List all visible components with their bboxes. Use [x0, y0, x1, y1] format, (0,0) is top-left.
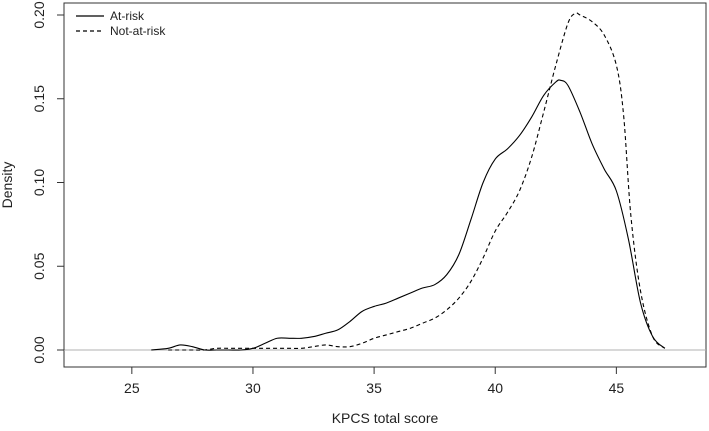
x-tick-label: 40: [487, 380, 503, 396]
y-tick-label: 0.20: [31, 1, 47, 28]
x-tick-label: 35: [366, 380, 382, 396]
series-line-not-at-risk: [168, 12, 666, 351]
y-tick-label: 0.00: [31, 336, 47, 363]
plot-frame: [63, 2, 707, 368]
y-tick-label: 0.15: [31, 85, 47, 112]
y-axis: 0.00 0.05 0.10 0.15 0.20: [31, 1, 65, 364]
x-axis-title: KPCS total score: [332, 410, 439, 426]
legend: At-risk Not-at-risk: [76, 9, 166, 38]
legend-label-at-risk: At-risk: [110, 9, 145, 23]
x-tick-label: 45: [609, 380, 625, 396]
y-tick-label: 0.05: [31, 252, 47, 279]
y-tick-label: 0.10: [31, 169, 47, 196]
legend-label-not-at-risk: Not-at-risk: [110, 24, 166, 38]
series-line-at-risk: [151, 79, 666, 351]
x-tick-label: 25: [124, 380, 140, 396]
x-tick-label: 30: [245, 380, 261, 396]
x-axis: 25 30 35 40 45: [124, 366, 625, 396]
y-axis-title: Density: [0, 162, 15, 209]
series-layer: [151, 12, 666, 351]
